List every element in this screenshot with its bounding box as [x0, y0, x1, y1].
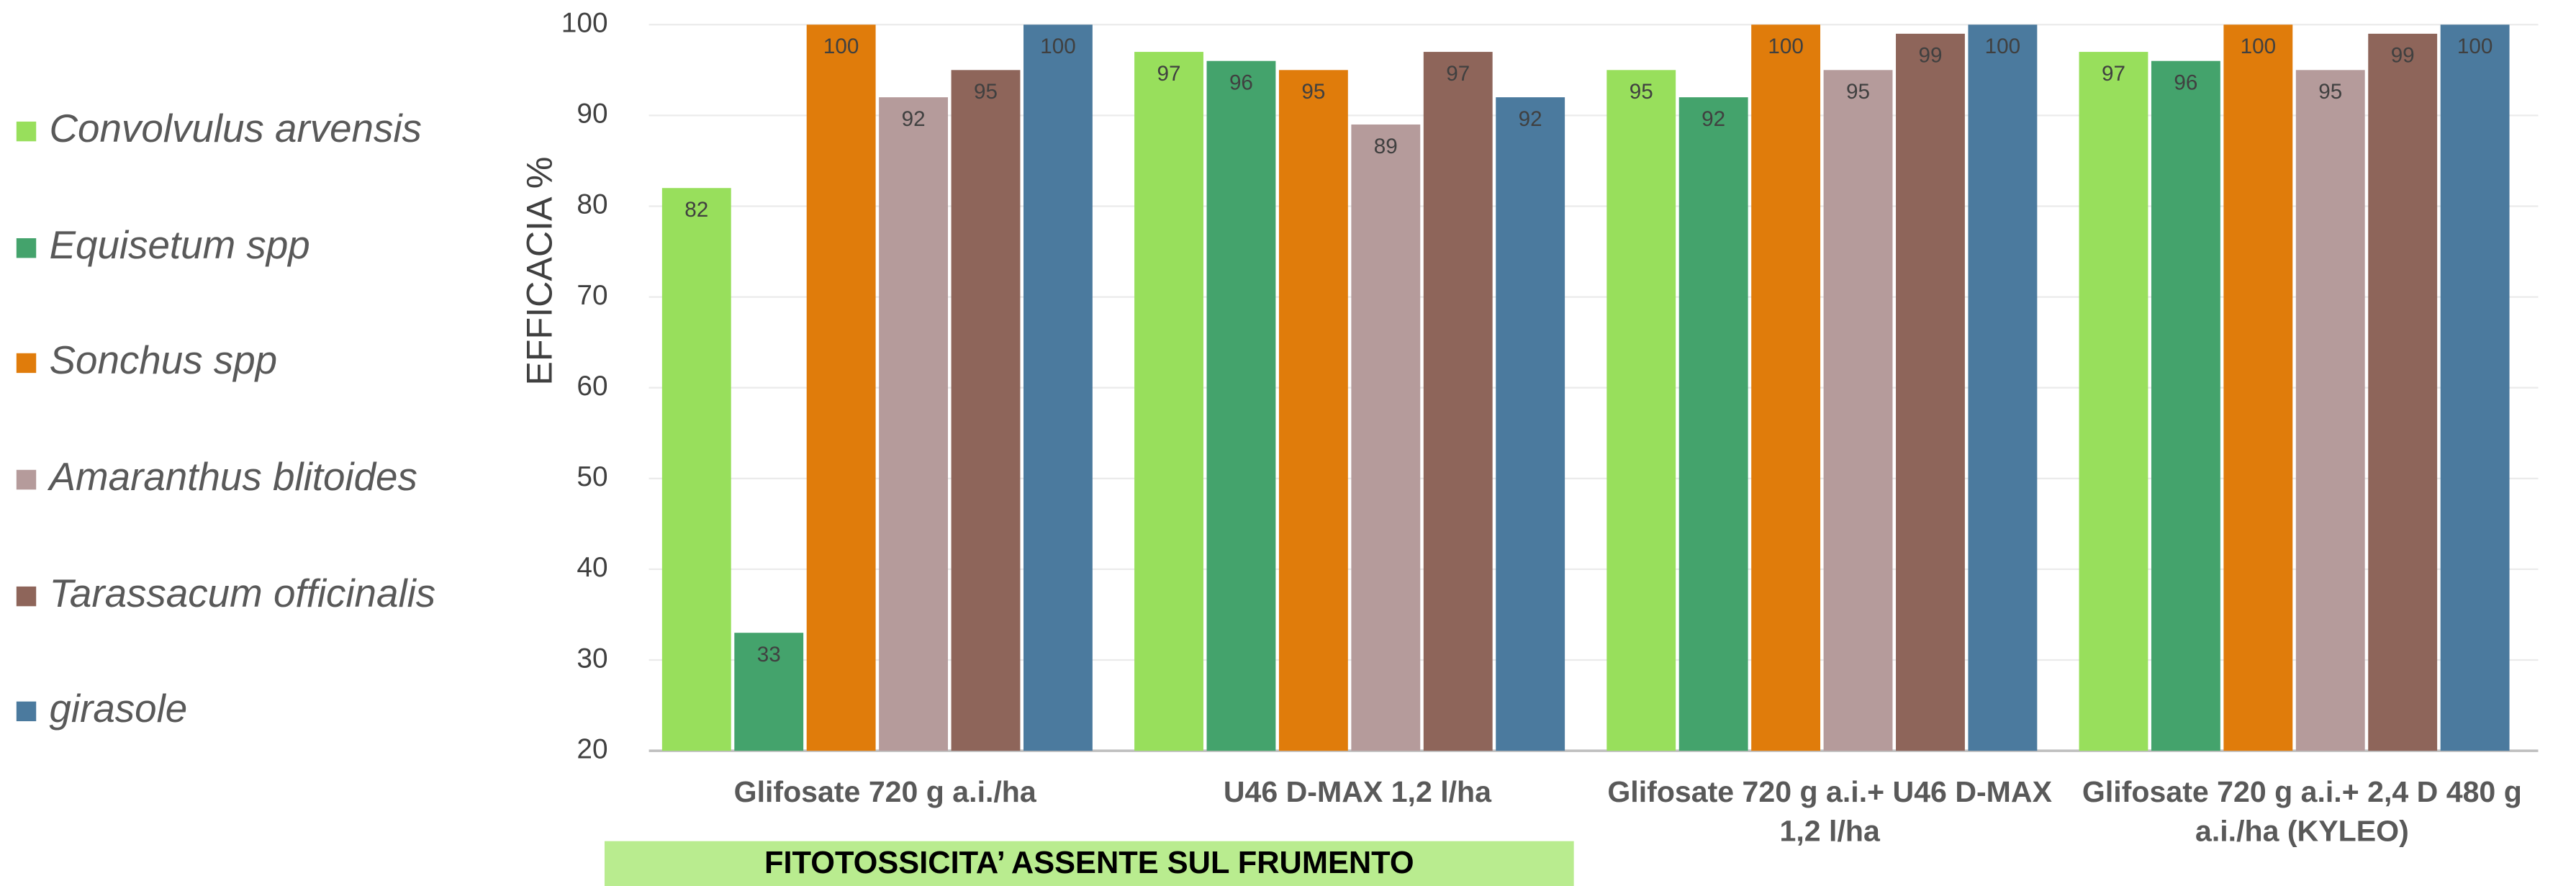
- data-label: 100: [1768, 35, 1803, 58]
- legend-label: Sonchus spp: [49, 338, 277, 382]
- data-label: 100: [1040, 35, 1075, 58]
- x-tick-label: Glifosate 720 g a.i.+ U46 D-MAX 1,2 l/ha: [1607, 775, 2052, 848]
- legend-label: Equisetum spp: [49, 222, 309, 267]
- data-label: 95: [2318, 80, 2342, 104]
- x-tick-label-box: Glifosate 720 g a.i.+ 2,4 D 480 g a.i./h…: [2082, 775, 2522, 848]
- y-tick-label: 30: [577, 643, 607, 674]
- bar: [1823, 70, 1893, 751]
- y-tick-label: 40: [577, 552, 607, 583]
- data-label: 89: [1374, 135, 1398, 158]
- data-label: 96: [1229, 71, 1253, 94]
- bar: [1278, 70, 1348, 751]
- y-tick-label: 60: [577, 371, 607, 402]
- y-tick-label: 90: [577, 99, 607, 130]
- bar: [951, 70, 1021, 751]
- data-label: 100: [2241, 35, 2276, 58]
- x-tick-label-box: Glifosate 720 g a.i.+ U46 D-MAX 1,2 l/ha: [1607, 775, 2052, 848]
- legend-label: Tarassacum officinalis: [49, 571, 435, 615]
- bar: [806, 24, 876, 751]
- annotation: FITOTOSSICITA’ ASSENTE SUL FRUMENTO: [764, 846, 1414, 880]
- data-label: 100: [1985, 35, 2020, 58]
- data-label: 97: [2102, 62, 2125, 86]
- x-tick-label: Glifosate 720 g a.i.+ 2,4 D 480 g a.i./h…: [2082, 775, 2522, 848]
- data-label: 97: [1157, 62, 1181, 86]
- data-label: 100: [823, 35, 859, 58]
- data-label: 92: [1519, 107, 1542, 131]
- bar: [1206, 60, 1276, 751]
- x-tick-label: U46 D-MAX 1,2 l/ha: [1223, 775, 1491, 809]
- legend-swatch: [16, 469, 37, 490]
- y-axis-label: EFFICACIA %: [519, 157, 559, 386]
- x-tick-label-box: Glifosate 720 g a.i./ha: [733, 775, 1036, 809]
- data-label: 100: [2457, 35, 2493, 58]
- bar: [1496, 97, 1565, 751]
- bar: [1751, 24, 1821, 751]
- legend-swatch: [16, 586, 37, 607]
- legend-label: girasole: [49, 686, 187, 731]
- legend-swatch: [16, 701, 37, 722]
- bar: [1423, 52, 1493, 751]
- data-label: 99: [2391, 44, 2415, 68]
- data-label: 95: [1301, 80, 1325, 104]
- bar: [2440, 24, 2510, 751]
- data-label: 92: [902, 107, 926, 131]
- y-tick-label: 80: [577, 189, 607, 220]
- bar: [2079, 52, 2148, 751]
- bar: [879, 97, 949, 751]
- legend-swatch: [16, 353, 37, 374]
- bar: [2368, 33, 2438, 751]
- data-label: 33: [757, 643, 781, 666]
- bar: [1351, 124, 1421, 751]
- y-tick-label: 50: [577, 461, 607, 492]
- bar: [2223, 24, 2293, 751]
- bar: [1606, 70, 1676, 751]
- bar: [1134, 52, 1203, 751]
- bar: [734, 633, 804, 751]
- x-tick-label: Glifosate 720 g a.i./ha: [733, 775, 1036, 809]
- data-label: 95: [974, 80, 998, 104]
- bar: [2295, 70, 2365, 751]
- data-label: 95: [1846, 80, 1870, 104]
- y-tick-label: 70: [577, 280, 607, 311]
- bar: [1896, 33, 1965, 751]
- y-tick-label: 100: [561, 8, 608, 39]
- x-tick-label-box: U46 D-MAX 1,2 l/ha: [1223, 775, 1491, 809]
- data-label: 92: [1701, 107, 1725, 131]
- data-label: 96: [2174, 71, 2197, 94]
- y-tick-label: 20: [577, 733, 607, 764]
- legend-label: Amaranthus blitoides: [47, 454, 417, 499]
- data-label: 82: [684, 198, 708, 222]
- bar: [2151, 60, 2220, 751]
- legend-label: Convolvulus arvensis: [49, 106, 421, 150]
- legend-swatch: [16, 238, 37, 258]
- data-label: 95: [1630, 80, 1653, 104]
- bar: [1968, 24, 2038, 751]
- bar: [661, 188, 731, 751]
- data-label: 97: [1446, 62, 1470, 86]
- legend-swatch: [16, 121, 37, 142]
- bar: [1678, 97, 1748, 751]
- annotation-box: [604, 841, 1574, 886]
- bar: [1023, 24, 1093, 751]
- data-label: 99: [1918, 44, 1942, 68]
